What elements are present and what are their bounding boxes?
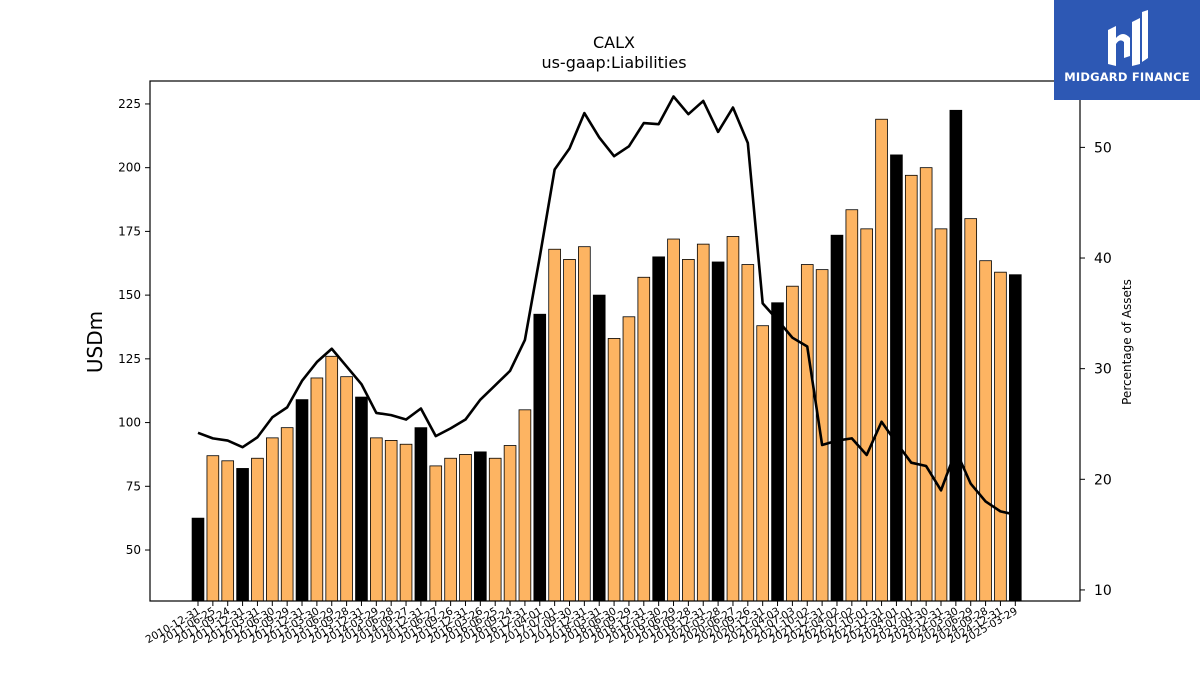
bar (236, 468, 249, 602)
bar (771, 302, 784, 602)
y2-tick-label: 40 (1094, 251, 1112, 267)
bar (399, 443, 413, 602)
bar (711, 261, 725, 602)
y-axis-label: USDm (83, 311, 107, 373)
bar (340, 376, 353, 602)
bar (444, 457, 457, 602)
chart-subtitle: us-gaap:Liabilities (541, 53, 686, 72)
bar (1009, 274, 1022, 602)
bar (845, 209, 859, 602)
bar (800, 264, 814, 602)
percentage-line (197, 95, 1016, 516)
bar (503, 445, 517, 602)
y-tick-label: 200 (118, 161, 141, 175)
bar (741, 264, 755, 602)
logo: MIDGARD FINANCE (1054, 0, 1200, 100)
bar (830, 234, 844, 602)
bar (919, 167, 933, 602)
bar (355, 396, 368, 602)
bar (904, 174, 918, 602)
bar (310, 377, 324, 602)
y2-tick-label: 50 (1094, 140, 1112, 156)
bar (979, 260, 992, 602)
bar (875, 118, 888, 602)
bar (696, 243, 710, 602)
bar (607, 338, 621, 602)
axes: 507510012515017520022510203040502010-12-… (118, 80, 1112, 646)
bar (191, 517, 205, 602)
bar (726, 236, 740, 602)
y-tick-label: 75 (126, 479, 141, 493)
bar (533, 313, 547, 602)
bar (563, 259, 576, 602)
bar (949, 109, 963, 602)
y-tick-label: 125 (118, 352, 141, 366)
bar (592, 294, 606, 602)
bar (682, 259, 695, 602)
bar (280, 427, 294, 602)
bar (325, 355, 339, 602)
bar (518, 409, 532, 602)
bar (667, 238, 680, 602)
y-tick-label: 100 (118, 416, 141, 430)
bar (384, 440, 398, 602)
bar (206, 455, 220, 602)
bar (652, 256, 665, 602)
bar (548, 248, 561, 602)
bar (578, 246, 591, 602)
y-tick-label: 175 (118, 224, 141, 238)
bar (295, 399, 309, 602)
bar (429, 465, 443, 602)
y2-axis-label: Percentage of Assets (1120, 279, 1134, 405)
bar (964, 218, 978, 602)
bar (756, 325, 769, 602)
bar (488, 457, 502, 602)
y-tick-label: 50 (126, 543, 141, 557)
bar (265, 437, 279, 602)
bar (815, 269, 829, 602)
plot-frame (149, 80, 1081, 602)
y-tick-label: 150 (118, 288, 141, 302)
y-tick-label: 225 (118, 97, 141, 111)
bar (459, 454, 472, 602)
bar (414, 427, 428, 602)
y2-tick-label: 20 (1094, 472, 1112, 488)
logo-icon (1108, 10, 1148, 66)
chart-title: CALX (593, 33, 635, 52)
line-series (197, 95, 1016, 516)
bar (994, 271, 1007, 602)
bar (890, 154, 903, 602)
logo-text: MIDGARD FINANCE (1064, 70, 1190, 84)
bar (251, 457, 264, 602)
bar-series (191, 109, 1022, 602)
y2-tick-label: 30 (1094, 362, 1112, 378)
bar (370, 437, 383, 602)
bar (860, 228, 873, 602)
bar (221, 460, 235, 602)
y2-tick-label: 10 (1094, 583, 1112, 599)
bar (934, 228, 948, 602)
bar (474, 451, 487, 602)
bar (622, 316, 636, 602)
bar (637, 276, 651, 602)
